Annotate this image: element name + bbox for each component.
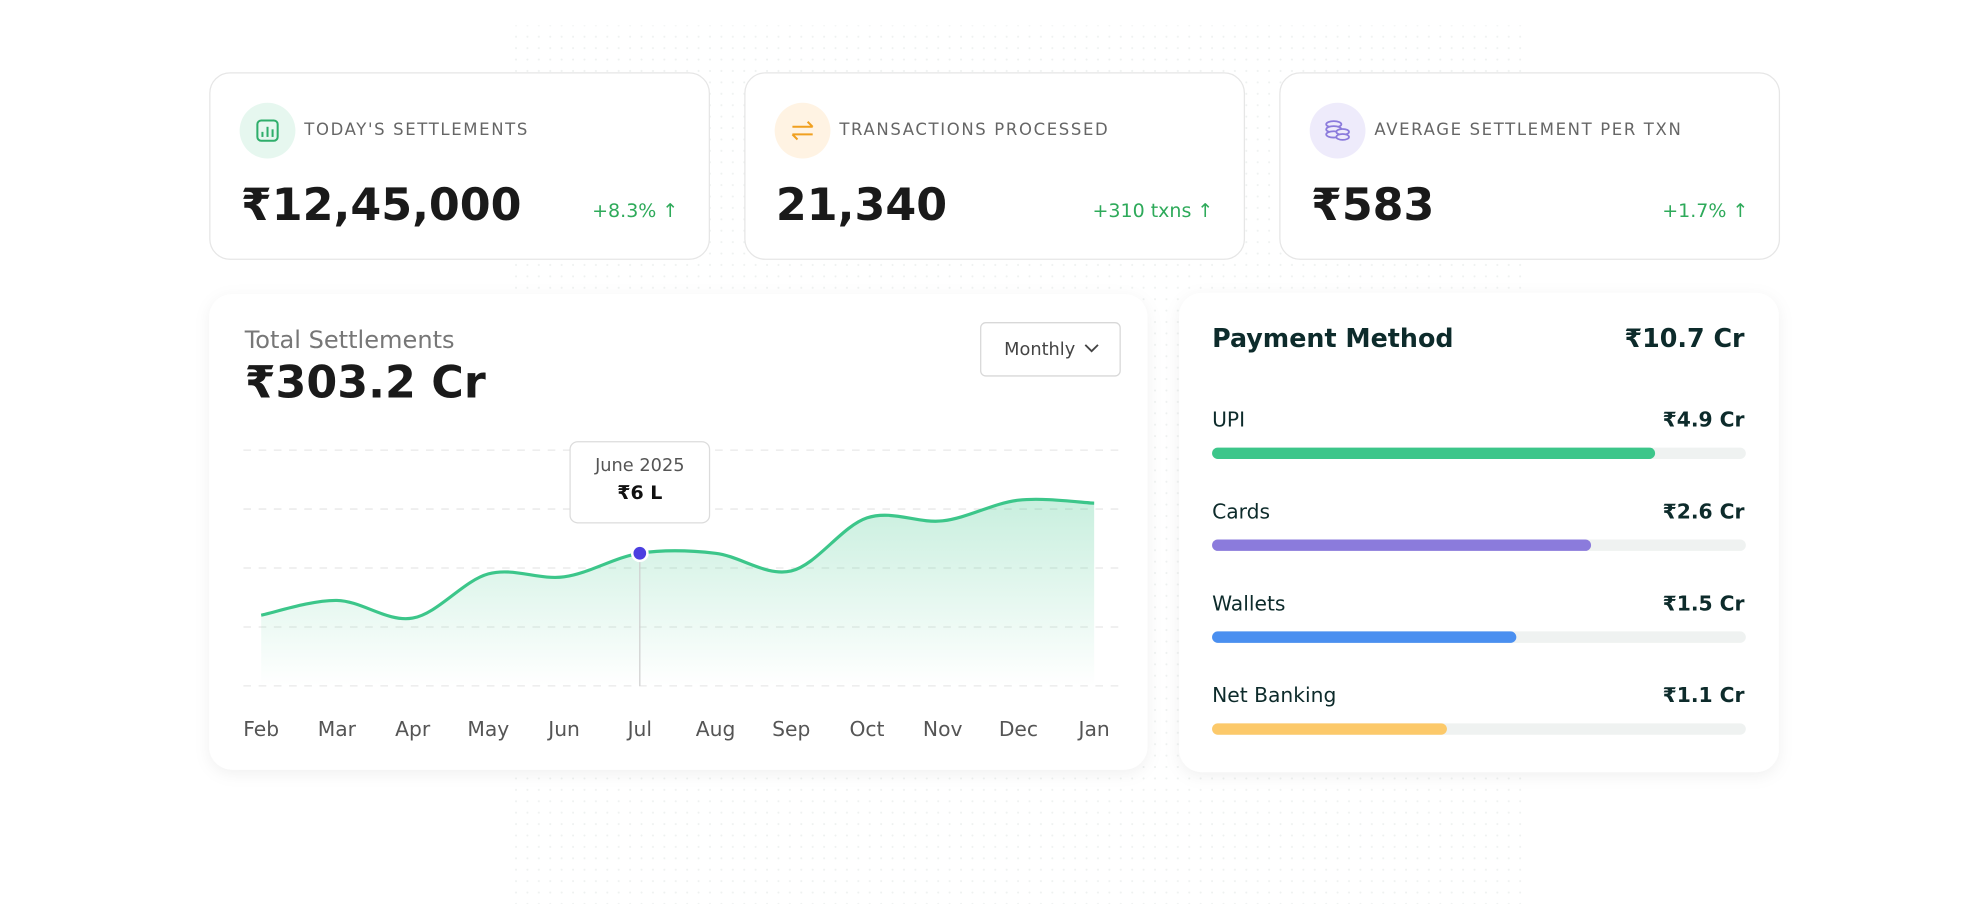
x-tick-label: Jun	[546, 717, 580, 741]
line	[260, 497, 1095, 621]
dropdown-label[interactable]: Monthly	[1004, 340, 1075, 360]
payment-card	[1179, 292, 1779, 773]
bar	[1212, 723, 1447, 735]
payment-methods: UPI ₹4.9 Cr Cards ₹2.6 Cr Wallets ₹1.5 Cr Net …	[1212, 407, 1746, 735]
stat-label: TODAY'S SETTLEMENTS	[303, 120, 529, 139]
method-amount: ₹1.5 Cr	[1663, 591, 1745, 615]
icon-shape	[791, 121, 814, 141]
bar	[1212, 447, 1656, 459]
x-tick-label: Sep	[772, 717, 810, 741]
area	[261, 499, 1095, 686]
stat-card	[209, 72, 710, 260]
x-tick-label: Aug	[696, 717, 736, 741]
stat-value: ₹583	[1311, 180, 1434, 231]
x-tick-label: Jan	[1077, 717, 1110, 741]
stat-label: AVERAGE SETTLEMENT PER TXN	[1374, 120, 1682, 139]
line-chart: Feb Mar Apr May Jun Jul Aug Sep Oct Nov Dec Jan June…	[243, 441, 1120, 741]
stat-cards: TODAY'S SETTLEMENTS ₹12,45,000 +8.3% ↑ TRAN…	[209, 72, 1781, 260]
tooltip-label: June 2025	[594, 456, 684, 476]
stat-label: TRANSACTIONS PROCESSED	[838, 120, 1109, 139]
icon-shape	[1335, 133, 1350, 141]
tooltip-value: ₹6 L	[617, 482, 662, 504]
method-name: Wallets	[1212, 591, 1285, 615]
x-tick-label: Nov	[923, 717, 963, 741]
chart-total: ₹303.2 Cr	[245, 357, 486, 408]
method-amount: ₹2.6 Cr	[1663, 499, 1745, 523]
icon-shape	[256, 119, 279, 142]
stat-change: +8.3% ↑	[592, 200, 678, 222]
method-amount: ₹4.9 Cr	[1663, 407, 1745, 431]
stat-value: ₹12,45,000	[241, 180, 522, 231]
highlight-point	[630, 544, 649, 563]
x-tick-label: Apr	[395, 717, 431, 741]
stat-card	[744, 72, 1246, 260]
x-tick-label: Feb	[243, 717, 279, 741]
method-name: UPI	[1212, 407, 1245, 431]
bar	[1212, 539, 1592, 551]
stat-value: 21,340	[776, 180, 947, 231]
stat-change: +310 txns ↑	[1093, 200, 1214, 222]
payment-title: Payment Method	[1212, 323, 1453, 353]
stat-change: +1.7% ↑	[1662, 200, 1748, 222]
x-tick-label: May	[467, 717, 509, 741]
x-tick-label: Dec	[999, 717, 1038, 741]
stat-icon	[1325, 120, 1350, 141]
stat-icon	[791, 121, 814, 141]
x-tick-label: Mar	[318, 717, 357, 741]
stat-card	[1279, 72, 1781, 260]
method-name: Net Banking	[1212, 683, 1336, 707]
x-tick-label: Jul	[626, 717, 652, 741]
method-name: Cards	[1212, 499, 1270, 523]
stat-icon-bg	[774, 102, 831, 159]
bar	[1212, 631, 1517, 643]
method-amount: ₹1.1 Cr	[1663, 683, 1745, 707]
dropdown-chevron[interactable]	[1084, 344, 1099, 353]
tooltip	[569, 441, 711, 524]
dropdown[interactable]	[980, 322, 1121, 377]
payment-total: ₹10.7 Cr	[1624, 323, 1745, 353]
stat-icon	[256, 119, 279, 142]
chart-title: Total Settlements	[244, 326, 455, 354]
x-tick-label: Oct	[849, 717, 884, 741]
